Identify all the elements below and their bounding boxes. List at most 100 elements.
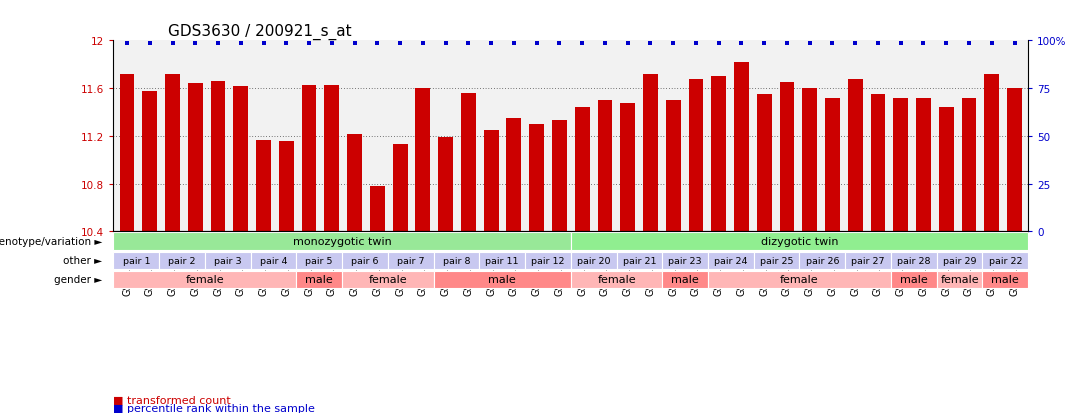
Text: genotype/variation ►: genotype/variation ► [0,237,103,247]
Text: pair 26: pair 26 [806,256,839,265]
Text: pair 12: pair 12 [531,256,565,265]
Bar [891,271,936,288]
Bar [780,83,795,232]
Text: monozygotic twin: monozygotic twin [293,237,391,247]
Bar [188,84,203,232]
Bar [233,87,248,232]
Bar [617,252,662,269]
Bar [570,252,617,269]
Bar [416,89,430,232]
Bar [712,77,726,232]
Bar [597,101,612,232]
Bar [848,79,863,232]
Bar [525,252,570,269]
Bar [529,125,544,232]
Bar [211,82,226,232]
Bar [620,103,635,232]
Bar [984,75,999,232]
Text: GDS3630 / 200921_s_at: GDS3630 / 200921_s_at [168,24,352,40]
Bar [662,271,708,288]
Bar [370,187,384,232]
Bar [143,91,158,232]
Text: pair 5: pair 5 [306,256,333,265]
Bar [205,252,251,269]
Bar [113,233,570,250]
Bar [507,119,522,232]
Text: female: female [941,275,978,285]
Text: female: female [780,275,819,285]
Bar [961,98,976,232]
Bar [301,85,316,232]
Bar [461,94,476,232]
Bar [891,252,936,269]
Text: male: male [306,275,333,285]
Bar [799,252,846,269]
Bar [552,121,567,232]
Bar [708,252,754,269]
Bar [757,95,771,232]
Text: pair 8: pair 8 [443,256,470,265]
Text: male: male [488,275,516,285]
Bar [570,271,662,288]
Text: pair 23: pair 23 [669,256,702,265]
Bar [296,252,342,269]
Text: pair 2: pair 2 [168,256,195,265]
Text: pair 20: pair 20 [577,256,610,265]
Text: pair 6: pair 6 [351,256,379,265]
Text: pair 25: pair 25 [760,256,794,265]
Bar [936,252,983,269]
Bar [165,75,180,232]
Text: ■ percentile rank within the sample: ■ percentile rank within the sample [113,403,315,413]
Bar [665,101,680,232]
Bar [825,98,840,232]
Text: pair 24: pair 24 [714,256,747,265]
Text: pair 28: pair 28 [897,256,931,265]
Bar [893,98,908,232]
Text: pair 11: pair 11 [485,256,518,265]
Bar [324,85,339,232]
Bar [342,252,388,269]
Text: pair 3: pair 3 [214,256,242,265]
Bar [484,131,499,232]
Text: ■ transformed count: ■ transformed count [113,395,231,405]
Bar [342,271,433,288]
Bar [643,75,658,232]
Text: male: male [900,275,928,285]
Bar [662,252,708,269]
Text: pair 4: pair 4 [259,256,287,265]
Text: male: male [672,275,699,285]
Bar [846,252,891,269]
Bar [480,252,525,269]
Text: pair 27: pair 27 [851,256,885,265]
Bar [159,252,205,269]
Text: other ►: other ► [64,256,103,266]
Bar [113,271,296,288]
Bar [802,89,818,232]
Bar [570,233,1028,250]
Text: pair 22: pair 22 [988,256,1022,265]
Text: dizygotic twin: dizygotic twin [760,237,838,247]
Bar [734,63,748,232]
Text: pair 1: pair 1 [122,256,150,265]
Bar [936,271,983,288]
Bar [689,79,703,232]
Bar [575,108,590,232]
Text: female: female [597,275,636,285]
Text: pair 7: pair 7 [397,256,424,265]
Bar [251,252,296,269]
Bar [347,134,362,232]
Bar [870,95,886,232]
Text: pair 21: pair 21 [623,256,657,265]
Bar [983,252,1028,269]
Bar [256,140,271,232]
Bar [279,141,294,232]
Bar [113,252,159,269]
Text: gender ►: gender ► [54,275,103,285]
Bar [754,252,799,269]
Bar [708,271,891,288]
Text: female: female [368,275,407,285]
Bar [939,108,954,232]
Bar [438,138,453,232]
Text: female: female [186,275,225,285]
Bar [1008,89,1022,232]
